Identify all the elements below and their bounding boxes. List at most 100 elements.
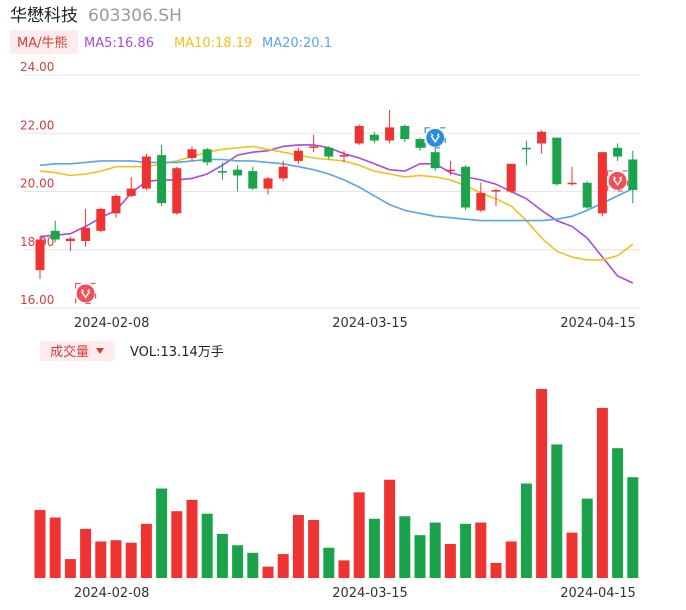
moving-average-lines bbox=[39, 144, 634, 284]
volume-bar bbox=[323, 547, 335, 578]
candle-body bbox=[187, 149, 197, 159]
candle-body bbox=[385, 127, 395, 141]
volume-bar bbox=[80, 528, 92, 578]
volume-bar bbox=[247, 552, 259, 578]
volume-bar bbox=[156, 488, 168, 578]
candle-body bbox=[65, 238, 75, 242]
candle-body bbox=[430, 152, 440, 169]
ma10-legend: MA10:18.19 bbox=[174, 36, 252, 51]
volume-bar bbox=[171, 511, 183, 578]
candle bbox=[385, 109, 395, 144]
marker-disc bbox=[608, 171, 627, 190]
candle bbox=[141, 153, 151, 191]
candle bbox=[65, 236, 75, 252]
y-tick-label: 24.00 bbox=[20, 60, 54, 74]
candle-body bbox=[339, 155, 349, 157]
volume-legend: VOL:13.14万手 bbox=[130, 345, 224, 360]
candle-body bbox=[491, 190, 501, 192]
x-tick-label: 2024-02-08 bbox=[74, 316, 150, 331]
candle-body bbox=[537, 131, 547, 144]
candle bbox=[248, 166, 258, 191]
volume-bar bbox=[308, 520, 320, 578]
volume-bar bbox=[627, 477, 639, 578]
candle-body bbox=[35, 239, 45, 271]
x-tick-label: 2024-02-08 bbox=[74, 586, 150, 601]
candle bbox=[537, 130, 547, 154]
marker-frame bbox=[606, 170, 629, 192]
ma-toggle-button[interactable]: MA/牛熊 bbox=[10, 30, 78, 54]
candle bbox=[202, 147, 212, 166]
candle-body bbox=[202, 149, 212, 163]
price-grid bbox=[24, 74, 640, 309]
volume-bar bbox=[110, 540, 122, 578]
volume-bar bbox=[505, 541, 517, 578]
ma20-line bbox=[39, 158, 634, 222]
candle-body bbox=[278, 166, 288, 179]
candle bbox=[278, 160, 288, 182]
volume-bar bbox=[520, 483, 532, 578]
candle bbox=[35, 236, 45, 279]
candle-body bbox=[324, 147, 334, 157]
volume-bar bbox=[581, 498, 593, 578]
candle-body bbox=[81, 227, 91, 242]
volume-bar bbox=[414, 535, 426, 578]
ma5-legend: MA5:16.86 bbox=[84, 36, 154, 51]
candle bbox=[50, 220, 60, 243]
candle bbox=[354, 124, 364, 145]
volume-bar bbox=[399, 516, 411, 578]
signal-markers bbox=[74, 127, 629, 305]
marker-frame bbox=[74, 282, 97, 305]
candle bbox=[126, 176, 136, 198]
volume-bar bbox=[490, 562, 502, 578]
candle-body bbox=[597, 152, 607, 214]
x-tick-label: 2024-03-15 bbox=[332, 316, 408, 331]
candle bbox=[521, 140, 531, 166]
candle bbox=[628, 150, 638, 204]
candle-body bbox=[582, 182, 592, 208]
candle-body bbox=[521, 147, 531, 150]
volume-bar bbox=[232, 545, 244, 578]
candlesticks bbox=[35, 109, 638, 279]
y-tick-label: 22.00 bbox=[20, 118, 54, 132]
x-tick-label: 2024-04-15 bbox=[560, 586, 636, 601]
stock-name: 华懋科技 bbox=[10, 6, 78, 26]
candle-body bbox=[369, 134, 379, 141]
candle-body bbox=[613, 147, 623, 157]
volume-bar bbox=[612, 448, 624, 578]
candle bbox=[369, 131, 379, 144]
candle bbox=[597, 152, 607, 217]
candle bbox=[476, 182, 486, 212]
volume-bar bbox=[186, 499, 198, 578]
candle-body bbox=[263, 178, 273, 189]
volume-bar bbox=[34, 509, 46, 578]
ma10-line bbox=[39, 145, 634, 261]
candle-body bbox=[50, 230, 60, 240]
y-tick-label: 16.00 bbox=[20, 293, 54, 307]
candle bbox=[582, 181, 592, 209]
volume-bar bbox=[338, 560, 350, 578]
candle-body bbox=[552, 137, 562, 185]
candle bbox=[430, 147, 440, 172]
volume-bar bbox=[384, 479, 396, 578]
y-tick-label: 20.00 bbox=[20, 177, 54, 191]
candle bbox=[233, 165, 243, 192]
bull-icon bbox=[606, 170, 629, 192]
candle bbox=[81, 208, 91, 247]
candle-body bbox=[461, 166, 471, 208]
volume-bar bbox=[125, 542, 137, 578]
x-tick-label: 2024-04-15 bbox=[560, 316, 636, 331]
candle-body bbox=[400, 125, 410, 140]
chevron-down-icon bbox=[96, 348, 104, 354]
candle-body bbox=[248, 171, 258, 189]
volume-bar bbox=[95, 541, 107, 578]
candle bbox=[339, 150, 349, 163]
candle-body bbox=[309, 146, 319, 148]
candle bbox=[263, 176, 273, 195]
candle-body bbox=[141, 156, 151, 189]
marker-frame bbox=[424, 127, 446, 149]
volume-dropdown-button[interactable]: 成交量 bbox=[40, 341, 115, 361]
candle bbox=[613, 143, 623, 161]
volume-bar bbox=[262, 566, 274, 578]
candle bbox=[111, 194, 121, 218]
